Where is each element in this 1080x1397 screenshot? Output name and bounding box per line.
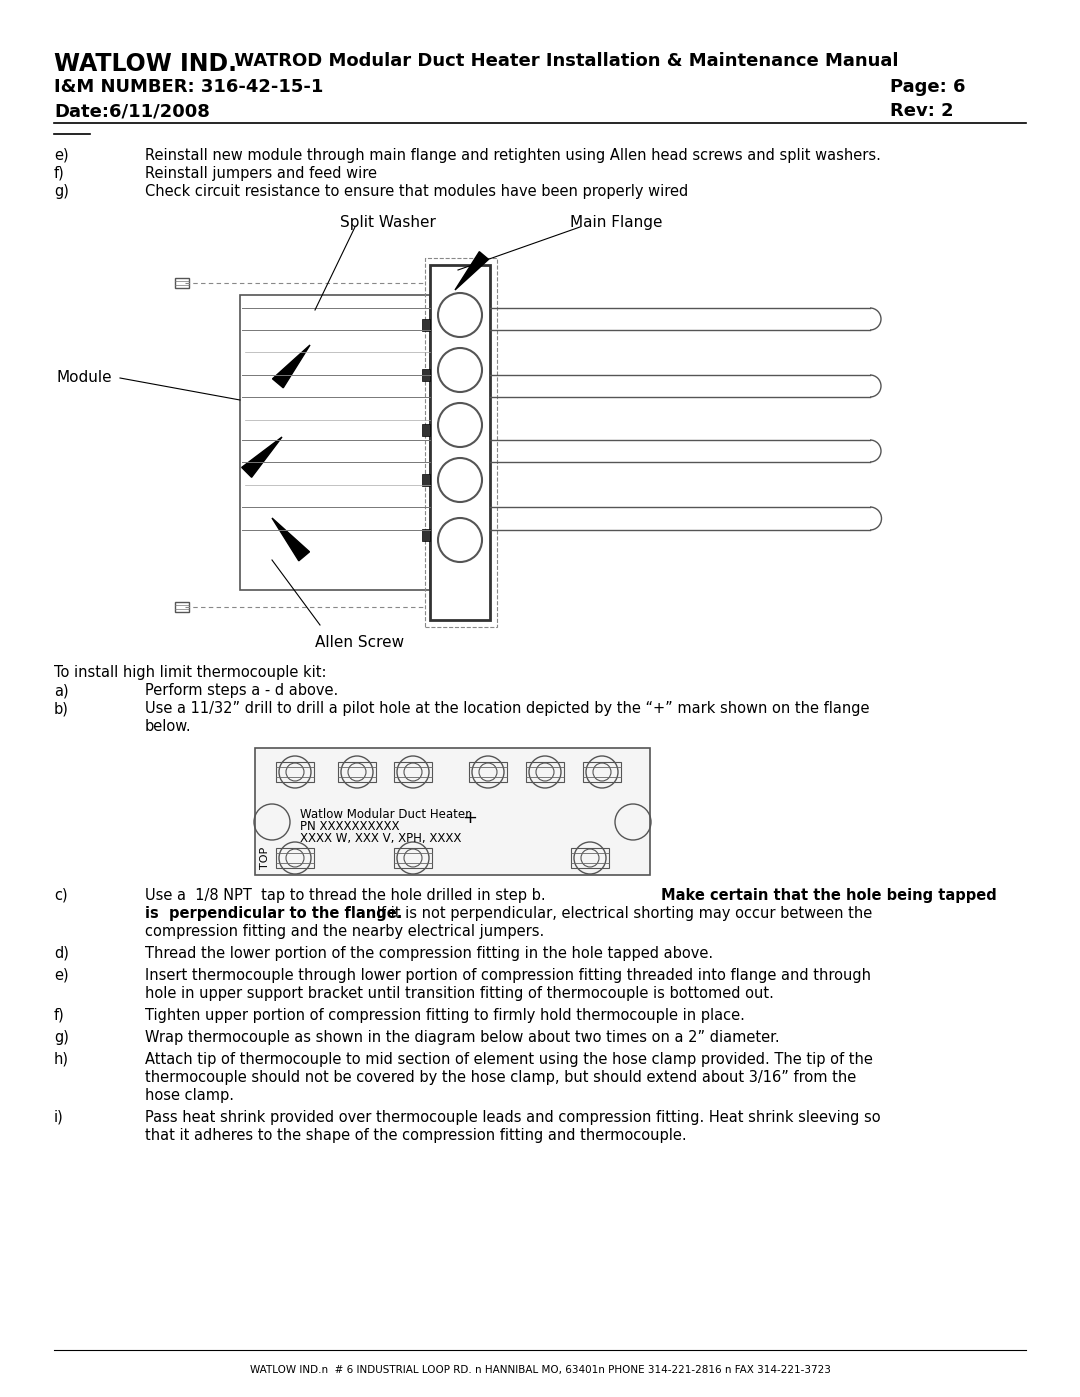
Text: e): e) <box>54 968 69 983</box>
Text: Date:6/11/2008: Date:6/11/2008 <box>54 102 210 120</box>
Text: Allen Screw: Allen Screw <box>315 636 404 650</box>
Text: i): i) <box>54 1111 64 1125</box>
Bar <box>469 761 507 782</box>
Text: Insert thermocouple through lower portion of compression fitting threaded into f: Insert thermocouple through lower portio… <box>145 968 870 983</box>
Text: Module: Module <box>57 370 112 386</box>
Text: thermocouple should not be covered by the hose clamp, but should extend about 3/: thermocouple should not be covered by th… <box>145 1070 856 1085</box>
Text: Tighten upper portion of compression fitting to firmly hold thermocouple in plac: Tighten upper portion of compression fit… <box>145 1009 745 1023</box>
Bar <box>276 848 314 868</box>
Text: Reinstall new module through main flange and retighten using Allen head screws a: Reinstall new module through main flange… <box>145 148 881 163</box>
Text: compression fitting and the nearby electrical jumpers.: compression fitting and the nearby elect… <box>145 923 544 939</box>
Text: Rev: 2: Rev: 2 <box>890 102 954 120</box>
Text: WATLOW IND.n  # 6 INDUSTRIAL LOOP RD. n HANNIBAL MO, 63401n PHONE 314-221-2816 n: WATLOW IND.n # 6 INDUSTRIAL LOOP RD. n H… <box>249 1365 831 1375</box>
Text: below.: below. <box>145 719 191 733</box>
Polygon shape <box>272 345 310 388</box>
Text: that it adheres to the shape of the compression fitting and thermocouple.: that it adheres to the shape of the comp… <box>145 1127 687 1143</box>
Text: is  perpendicular to the flange.: is perpendicular to the flange. <box>145 907 403 921</box>
Text: XXXX W, XXX V, XPH, XXXX: XXXX W, XXX V, XPH, XXXX <box>300 833 461 845</box>
Text: Split Washer: Split Washer <box>340 215 436 231</box>
Text: Reinstall jumpers and feed wire: Reinstall jumpers and feed wire <box>145 166 377 182</box>
Text: Attach tip of thermocouple to mid section of element using the hose clamp provid: Attach tip of thermocouple to mid sectio… <box>145 1052 873 1067</box>
Text: Wrap thermocouple as shown in the diagram below about two times on a 2” diameter: Wrap thermocouple as shown in the diagra… <box>145 1030 780 1045</box>
Bar <box>394 761 432 782</box>
Polygon shape <box>242 437 282 478</box>
Bar <box>422 529 430 541</box>
Text: g): g) <box>54 184 69 198</box>
Text: b): b) <box>54 701 69 717</box>
Bar <box>255 747 650 875</box>
Text: f): f) <box>54 1009 65 1023</box>
Text: Pass heat shrink provided over thermocouple leads and compression fitting. Heat : Pass heat shrink provided over thermocou… <box>145 1111 880 1125</box>
Text: hose clamp.: hose clamp. <box>145 1088 234 1104</box>
Bar <box>422 425 430 436</box>
Text: a): a) <box>54 683 69 698</box>
Bar <box>175 278 189 288</box>
Text: e): e) <box>54 148 69 163</box>
Text: Thread the lower portion of the compression fitting in the hole tapped above.: Thread the lower portion of the compress… <box>145 946 713 961</box>
Text: Perform steps a - d above.: Perform steps a - d above. <box>145 683 338 698</box>
Bar <box>422 474 430 486</box>
Text: +: + <box>462 809 477 827</box>
Text: Use a  1/8 NPT  tap to thread the hole drilled in step b.: Use a 1/8 NPT tap to thread the hole dri… <box>145 888 550 902</box>
Bar <box>276 761 314 782</box>
Bar <box>571 848 609 868</box>
Polygon shape <box>272 518 310 560</box>
Text: Page: 6: Page: 6 <box>890 78 966 96</box>
Bar <box>394 848 432 868</box>
Text: g): g) <box>54 1030 69 1045</box>
Polygon shape <box>455 251 488 291</box>
Bar <box>422 319 430 331</box>
Bar <box>175 602 189 612</box>
Text: WATROD Modular Duct Heater Installation & Maintenance Manual: WATROD Modular Duct Heater Installation … <box>228 52 899 70</box>
Text: Make certain that the hole being tapped: Make certain that the hole being tapped <box>661 888 997 902</box>
Text: Watlow Modular Duct Heater: Watlow Modular Duct Heater <box>300 807 470 821</box>
Bar <box>338 761 376 782</box>
Bar <box>526 761 564 782</box>
Text: Main Flange: Main Flange <box>570 215 662 231</box>
Text: If it is not perpendicular, electrical shorting may occur between the: If it is not perpendicular, electrical s… <box>372 907 873 921</box>
Text: WATLOW IND.: WATLOW IND. <box>54 52 237 75</box>
Text: d): d) <box>54 946 69 961</box>
Text: PN XXXXXXXXXX: PN XXXXXXXXXX <box>300 820 400 833</box>
Bar <box>422 369 430 381</box>
Text: f): f) <box>54 166 65 182</box>
Text: h): h) <box>54 1052 69 1067</box>
Text: To install high limit thermocouple kit:: To install high limit thermocouple kit: <box>54 665 326 680</box>
Text: hole in upper support bracket until transition fitting of thermocouple is bottom: hole in upper support bracket until tran… <box>145 986 774 1002</box>
Text: Check circuit resistance to ensure that modules have been properly wired: Check circuit resistance to ensure that … <box>145 184 688 198</box>
Text: TOP: TOP <box>260 847 270 869</box>
Bar <box>583 761 621 782</box>
Text: c): c) <box>54 888 68 902</box>
Text: I&M NUMBER: 316-42-15-1: I&M NUMBER: 316-42-15-1 <box>54 78 323 96</box>
Text: Use a 11/32” drill to drill a pilot hole at the location depicted by the “+” mar: Use a 11/32” drill to drill a pilot hole… <box>145 701 869 717</box>
